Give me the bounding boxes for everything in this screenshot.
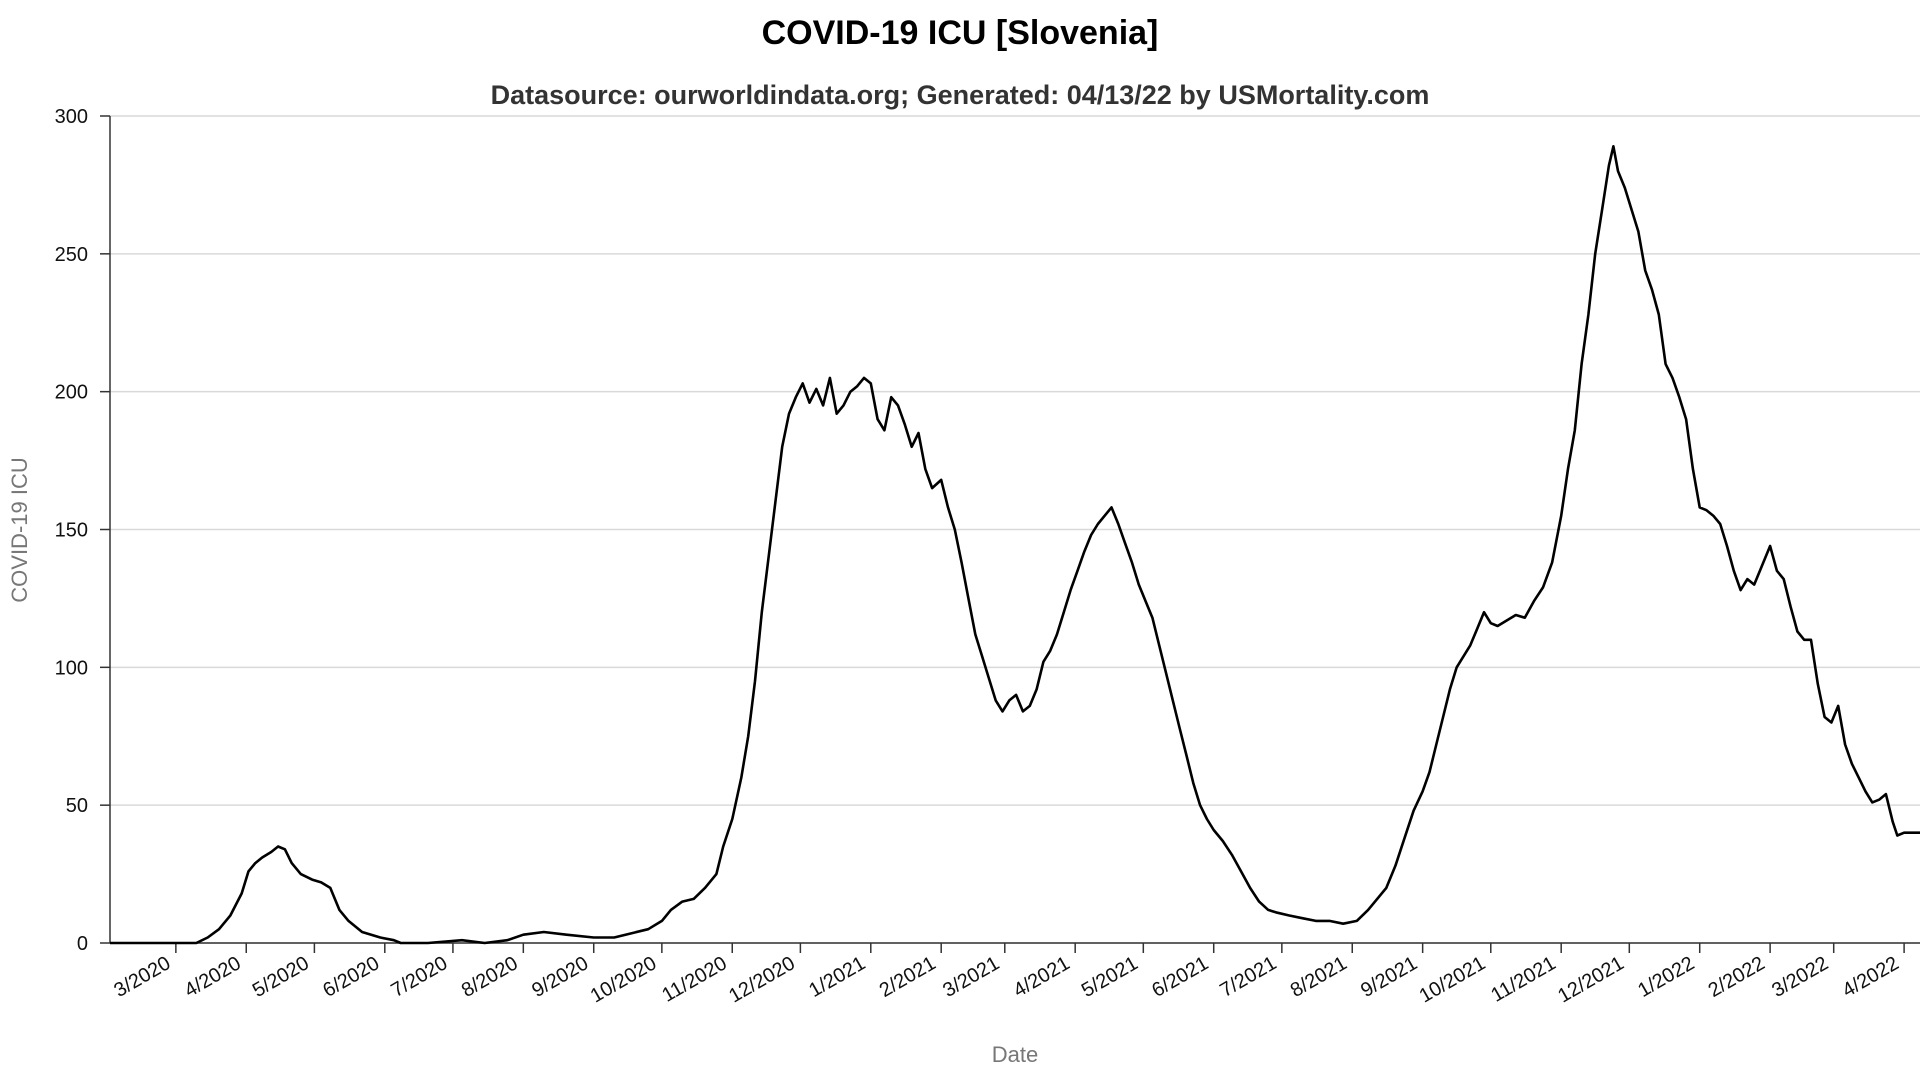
x-tick-label: 3/2020 (110, 952, 174, 1002)
series-line-icu (110, 145, 1920, 945)
x-tick-label: 4/2022 (1839, 952, 1903, 1002)
x-tick-label: 6/2021 (1148, 952, 1212, 1002)
x-tick-label: 2/2022 (1705, 952, 1769, 1002)
x-tick-label: 6/2020 (319, 952, 383, 1002)
x-tick-label: 10/2021 (1416, 952, 1490, 1007)
y-tick-label: 50 (66, 795, 88, 817)
x-tick-label: 7/2020 (387, 952, 451, 1002)
x-tick-label: 12/2020 (725, 952, 799, 1007)
x-tick-label: 2/2021 (876, 952, 940, 1002)
x-tick-label: 1/2022 (1634, 952, 1698, 1002)
x-tick-label: 10/2020 (587, 952, 661, 1007)
x-tick-label: 7/2021 (1216, 952, 1280, 1002)
y-tick-label: 250 (55, 244, 88, 266)
y-tick-label: 200 (55, 382, 88, 404)
chart-title: COVID-19 ICU [Slovenia] (761, 14, 1159, 52)
y-axis: 0 50 100 150 200 250 300 (55, 106, 111, 955)
x-tick-label: 11/2020 (658, 952, 730, 1006)
x-axis-title: Date (992, 1042, 1038, 1067)
grid-lines (110, 115, 1920, 944)
x-tick-label: 1/2021 (805, 952, 869, 1002)
chart-subtitle: Datasource: ourworldindata.org; Generate… (490, 80, 1430, 110)
x-tick-label: 12/2021 (1554, 952, 1628, 1007)
x-tick-label: 4/2021 (1010, 952, 1074, 1002)
x-tick-label: 11/2021 (1487, 952, 1559, 1006)
x-tick-label: 9/2020 (528, 952, 592, 1002)
x-tick-label: 3/2021 (939, 952, 1003, 1002)
x-tick-label: 8/2021 (1287, 952, 1351, 1002)
series-group (110, 145, 1920, 945)
y-tick-label: 150 (55, 520, 88, 542)
x-tick-label: 9/2021 (1357, 952, 1421, 1002)
x-tick-label: 5/2021 (1078, 952, 1142, 1002)
x-tick-label: 8/2020 (458, 952, 522, 1002)
x-axis: 3/2020 4/2020 5/2020 6/2020 7/2020 8/2020 9/20… (110, 942, 1920, 1007)
x-tick-label: 3/2022 (1768, 952, 1832, 1002)
x-tick-label: 5/2020 (249, 952, 313, 1002)
y-axis-title: COVID-19 ICU (7, 457, 32, 602)
x-tick-label: 4/2020 (181, 952, 245, 1002)
y-tick-label: 0 (77, 933, 88, 955)
y-tick-label: 100 (55, 657, 88, 679)
y-tick-label: 300 (55, 106, 88, 128)
